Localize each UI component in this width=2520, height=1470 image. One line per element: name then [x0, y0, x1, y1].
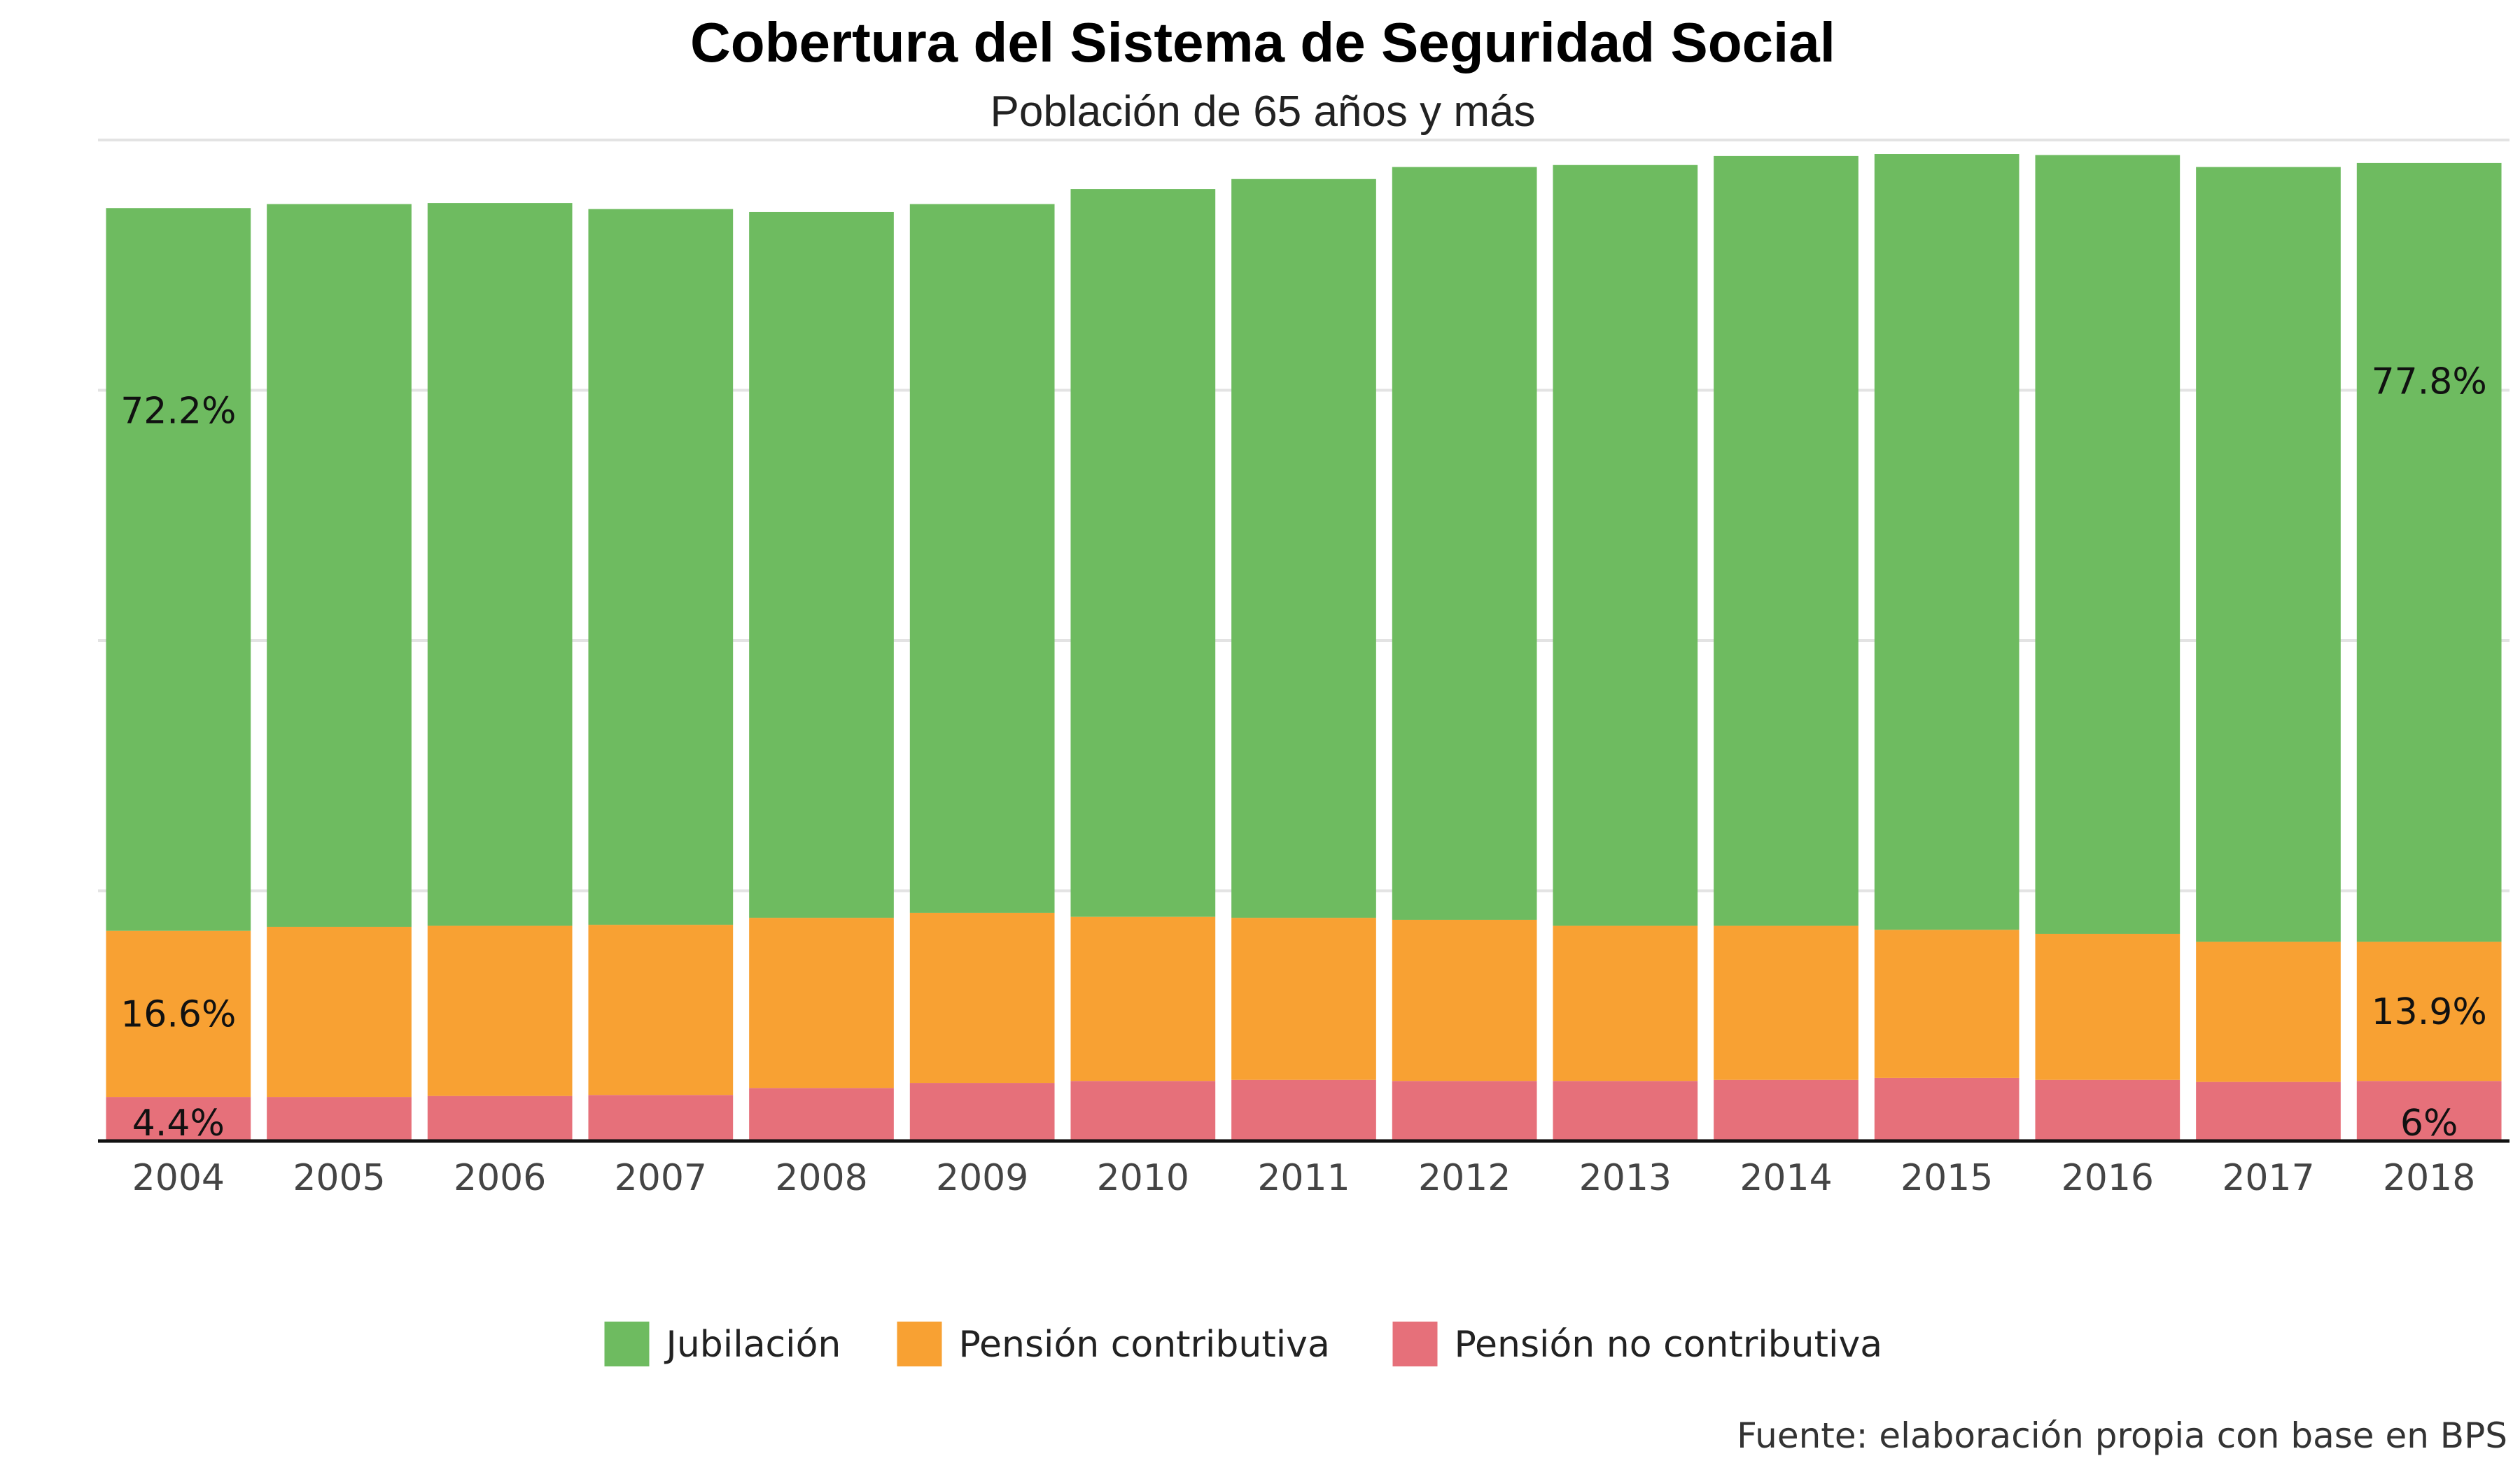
- x-tick-2017: 2017: [2222, 1157, 2314, 1199]
- chart-title: Cobertura del Sistema de Seguridad Socia…: [690, 11, 1835, 74]
- legend-label-pension-no-contributiva: Pensión no contributiva: [1455, 1324, 1883, 1366]
- x-tick-2006: 2006: [454, 1157, 546, 1199]
- x-tick-2018: 2018: [2383, 1157, 2475, 1199]
- bar-pension-no-contributiva-2012: [1392, 1081, 1537, 1141]
- bar-jubilacion-2016: [2035, 155, 2180, 934]
- bar-jubilacion-2013: [1553, 164, 1698, 926]
- bar-pension-no-contributiva-2014: [1714, 1079, 1858, 1141]
- bar-pension-no-contributiva-2010: [1070, 1081, 1216, 1141]
- bar-pension-contributiva-2004: [106, 930, 251, 1098]
- bar-pension-no-contributiva-2008: [749, 1088, 894, 1141]
- bar-jubilacion-2004: [106, 208, 251, 931]
- legend-swatch-pension-contributiva: [897, 1322, 942, 1366]
- bar-jubilacion-2014: [1714, 155, 1858, 926]
- x-tick-labels: 2004 2005 2006 2007 2008 2009 2010 2011 2012 2013…: [132, 1157, 2476, 1199]
- bar-jubilacion-2008: [749, 211, 894, 918]
- x-tick-2010: 2010: [1097, 1157, 1189, 1199]
- bar-jubilacion-2012: [1392, 167, 1537, 920]
- bar-pension-no-contributiva-2004: [106, 1097, 251, 1141]
- x-tick-2015: 2015: [1900, 1157, 1993, 1199]
- bar-pension-contributiva-2013: [1553, 925, 1698, 1082]
- bars-layer: [106, 154, 2502, 1141]
- bar-pension-no-contributiva-2011: [1231, 1079, 1376, 1141]
- data-label-pension-no-contributiva-2004: 4.4%: [132, 1102, 225, 1144]
- legend-swatch-jubilacion: [604, 1322, 650, 1366]
- bar-jubilacion-2018: [2356, 162, 2502, 942]
- bar-pension-contributiva-2015: [1874, 930, 2019, 1078]
- legend-label-jubilacion: Jubilación: [664, 1324, 841, 1366]
- data-label-jubilacion-2018: 77.8%: [2372, 360, 2487, 402]
- bar-pension-no-contributiva-2015: [1874, 1077, 2019, 1141]
- bar-pension-contributiva-2017: [2196, 941, 2341, 1082]
- bar-pension-no-contributiva-2006: [427, 1096, 573, 1141]
- bar-pension-no-contributiva-2009: [909, 1083, 1055, 1141]
- bar-jubilacion-2017: [2196, 167, 2341, 942]
- x-tick-2012: 2012: [1418, 1157, 1511, 1199]
- bar-pension-contributiva-2005: [267, 926, 412, 1098]
- bar-pension-no-contributiva-2018: [2356, 1081, 2502, 1141]
- bar-pension-contributiva-2006: [427, 925, 573, 1096]
- x-tick-2013: 2013: [1579, 1157, 1672, 1199]
- bar-pension-contributiva-2014: [1714, 925, 1858, 1080]
- data-label-pension-contributiva-2018: 13.9%: [2372, 991, 2487, 1033]
- data-label-pension-contributiva-2004: 16.6%: [120, 993, 236, 1035]
- bar-pension-contributiva-2008: [749, 918, 894, 1088]
- bar-jubilacion-2006: [427, 203, 573, 926]
- bar-pension-contributiva-2009: [909, 912, 1055, 1084]
- bar-pension-contributiva-2010: [1070, 916, 1216, 1082]
- legend-swatch-pension-no-contributiva: [1392, 1322, 1438, 1366]
- chart-subtitle: Población de 65 años y más: [990, 88, 1536, 136]
- bar-pension-contributiva-2018: [2356, 941, 2502, 1082]
- chart-caption: Fuente: elaboración propia con base en B…: [1737, 1415, 2507, 1456]
- bar-pension-no-contributiva-2013: [1553, 1081, 1698, 1141]
- bar-jubilacion-2011: [1231, 178, 1376, 918]
- data-label-jubilacion-2004: 72.2%: [120, 390, 236, 432]
- legend: Jubilación Pensión contributiva Pensión no…: [604, 1322, 1883, 1366]
- x-tick-2005: 2005: [293, 1157, 385, 1199]
- x-tick-2014: 2014: [1740, 1157, 1832, 1199]
- x-tick-2009: 2009: [936, 1157, 1028, 1199]
- bar-pension-no-contributiva-2016: [2035, 1079, 2180, 1141]
- x-tick-2008: 2008: [775, 1157, 867, 1199]
- bar-jubilacion-2015: [1874, 154, 2019, 930]
- x-tick-2011: 2011: [1257, 1157, 1350, 1199]
- bar-pension-no-contributiva-2007: [588, 1095, 734, 1141]
- bar-pension-contributiva-2011: [1231, 918, 1376, 1080]
- bar-pension-contributiva-2016: [2035, 933, 2180, 1080]
- bar-jubilacion-2010: [1070, 189, 1216, 917]
- bar-pension-contributiva-2007: [588, 925, 734, 1096]
- bar-pension-no-contributiva-2005: [267, 1097, 412, 1141]
- data-labels-layer: 4.4% 16.6% 72.2% 6% 13.9% 77.8%: [120, 360, 2487, 1144]
- x-tick-2007: 2007: [615, 1157, 707, 1199]
- bar-pension-contributiva-2012: [1392, 919, 1537, 1082]
- x-tick-2004: 2004: [132, 1157, 225, 1199]
- x-tick-2016: 2016: [2062, 1157, 2154, 1199]
- bar-jubilacion-2005: [267, 204, 412, 927]
- bar-jubilacion-2007: [588, 209, 734, 925]
- bar-jubilacion-2009: [909, 204, 1055, 913]
- legend-label-pension-contributiva: Pensión contributiva: [959, 1324, 1330, 1366]
- bar-pension-no-contributiva-2017: [2196, 1082, 2341, 1141]
- data-label-pension-no-contributiva-2018: 6%: [2400, 1102, 2458, 1144]
